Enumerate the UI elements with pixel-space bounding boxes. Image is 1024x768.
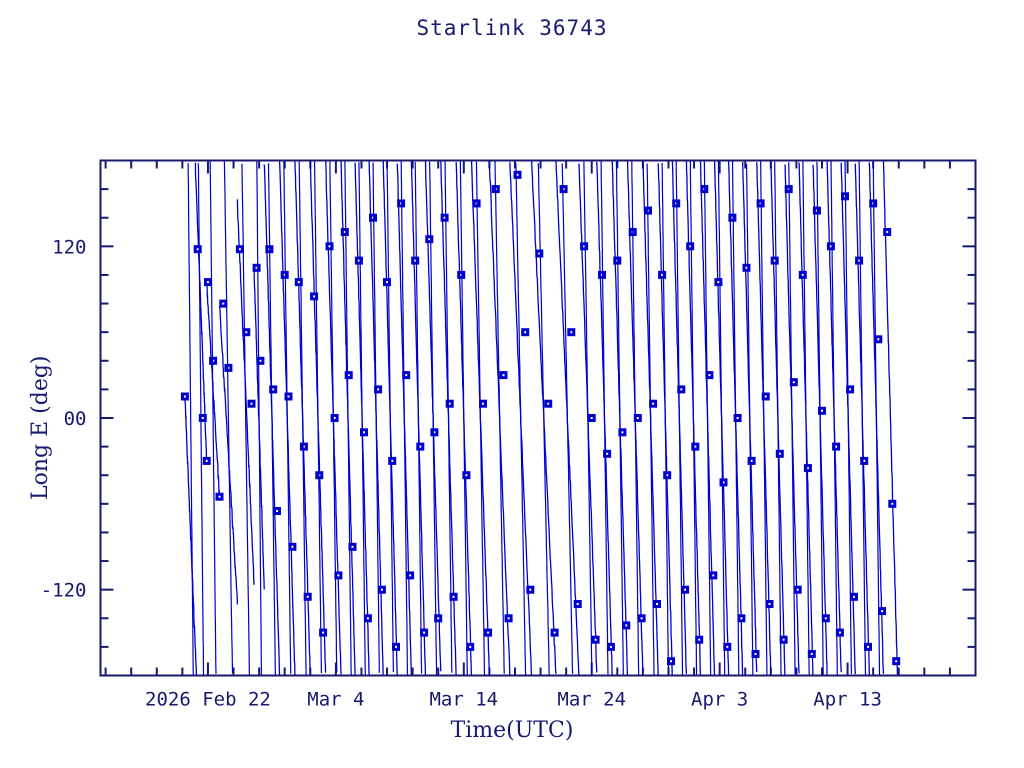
page-title: Starlink 36743	[416, 16, 608, 40]
svg-text:Mar 14: Mar 14	[429, 689, 498, 711]
svg-text:Mar 4: Mar 4	[307, 689, 364, 711]
svg-text:Apr 3: Apr 3	[691, 689, 748, 711]
svg-text:Apr 13: Apr 13	[813, 689, 882, 711]
y-axis-label: Long E (deg)	[28, 355, 53, 500]
svg-text:120: 120	[52, 236, 86, 258]
svg-text:00: 00	[64, 408, 87, 430]
x-axis-label: Time(UTC)	[450, 718, 574, 743]
svg-text:-120: -120	[41, 580, 87, 602]
svg-text:Mar 24: Mar 24	[557, 689, 626, 711]
svg-text:2026 Feb 22: 2026 Feb 22	[145, 689, 271, 711]
